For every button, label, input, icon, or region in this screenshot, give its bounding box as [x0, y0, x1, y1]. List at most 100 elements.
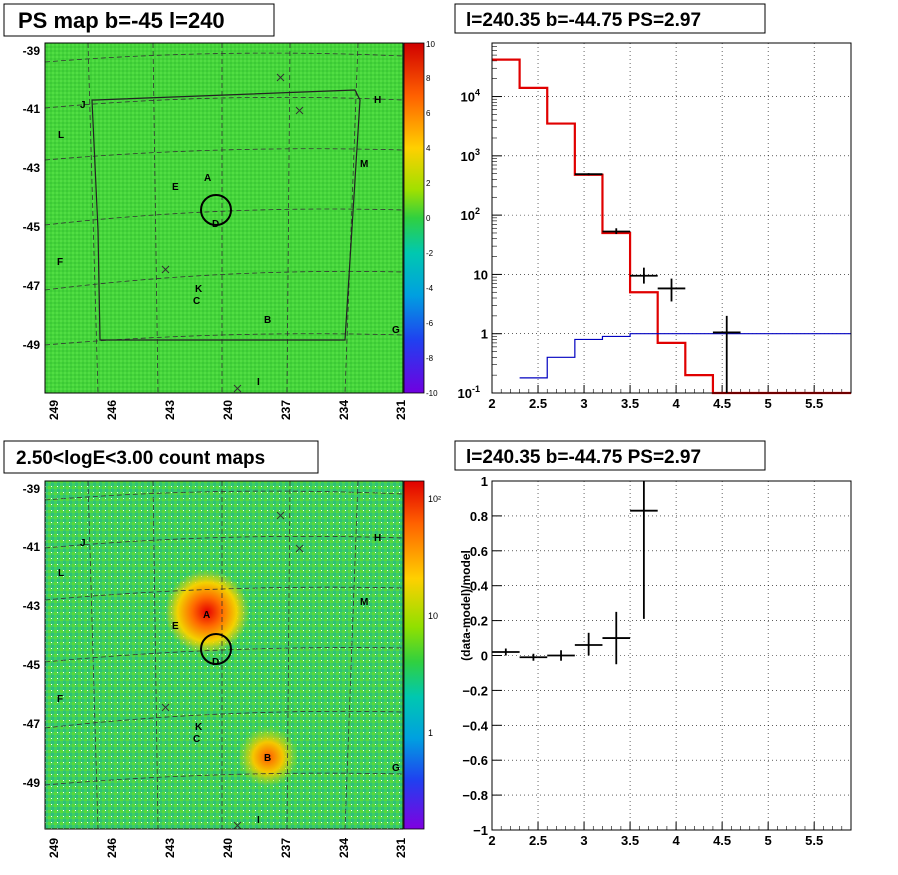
residual-title: l=240.35 b=-44.75 PS=2.97 [466, 447, 701, 468]
source-label-j: J [80, 100, 86, 111]
y-tick-label: −0.8 [462, 788, 488, 803]
ps-map-panel: PS map b=-45 l=240 J H L M E A D F K [3, 3, 438, 420]
count-map-xtick: 237 [279, 838, 293, 858]
residual-frame [491, 480, 852, 831]
residual-panel: l=240.35 b=-44.75 PS=2.97 2 2.5 3 3.5 4 4.5 5 5… [454, 440, 852, 848]
count-map-image [45, 481, 403, 829]
source-label-k: K [195, 722, 203, 733]
source-label-m: M [360, 597, 368, 608]
x-tick-label: 3.5 [621, 833, 639, 848]
count-map-xtick: 246 [105, 838, 119, 858]
colorbar-tick: 10 [428, 611, 438, 621]
colorbar-tick: 10² [428, 494, 441, 504]
ps-map-coord-grid [44, 42, 404, 394]
y-tick-label: −0.4 [462, 718, 488, 733]
colorbar-tick: 4 [426, 144, 431, 153]
ps-map-ytick: -49 [23, 338, 41, 352]
count-map-hotspot-b [238, 727, 298, 787]
ps-map-x-axis: 249 246 243 240 237 234 231 [47, 400, 408, 420]
colorbar-tick: 0 [426, 214, 431, 223]
ps-map-xtick: 234 [337, 400, 351, 420]
x-tick-label: 2 [488, 396, 495, 411]
ps-map-ytick: -41 [23, 102, 41, 116]
ps-map-title: PS map b=-45 l=240 [18, 8, 225, 33]
source-label-m: M [360, 159, 368, 170]
ps-map-frame [44, 42, 404, 394]
y-tick-label: 0.8 [470, 509, 488, 524]
ps-map-ytick: -43 [23, 161, 41, 175]
x-tick-label: 4.5 [713, 833, 731, 848]
ps-map-xtick: 237 [279, 400, 293, 420]
y-tick-label: −1 [473, 823, 488, 838]
source-label-k: K [195, 284, 203, 295]
source-label-f: F [57, 694, 63, 705]
count-map-colorbar-ticks: 10² 10 1 [428, 494, 441, 738]
y-tick-label: 0.6 [470, 544, 488, 559]
source-label-g: G [392, 763, 400, 774]
y-tick-label: 0.4 [470, 579, 489, 594]
y-tick-label: 0 [481, 649, 488, 664]
spectrum-title-box [454, 3, 766, 34]
source-label-f: F [57, 257, 63, 268]
count-map-xtick: 234 [337, 838, 351, 858]
spectrum-panel: l=240.35 b=-44.75 PS=2.97 2 2.5 3 3.5 4 4.5 5 5… [454, 3, 852, 411]
ps-map-source-labels: J H L M E A D F K C B G I [57, 95, 400, 388]
source-label-g: G [392, 325, 400, 336]
y-tick-label: 103 [461, 147, 480, 164]
spectrum-frame [491, 42, 852, 394]
ps-map-ytick: -39 [23, 44, 41, 58]
x-tick-label: 4 [672, 396, 680, 411]
count-map-ytick: -43 [23, 599, 41, 613]
ps-map-ytick: -47 [23, 279, 41, 293]
count-map-coord-grid [44, 480, 404, 830]
source-label-a: A [204, 173, 211, 184]
x-tick-label: 5.5 [805, 833, 823, 848]
colorbar-tick: -2 [426, 249, 434, 258]
ps-map-colorbar-ticks: 10 8 6 4 2 0 -2 -4 -6 -8 -10 [426, 40, 438, 398]
source-label-l: L [58, 568, 64, 579]
ps-map-title-box [3, 3, 275, 37]
count-map-title: 2.50<logE<3.00 count maps [16, 448, 265, 469]
x-tick-label: 3 [580, 396, 587, 411]
y-tick-label: 10-1 [458, 384, 480, 401]
source-label-l: L [58, 130, 64, 141]
source-label-h: H [374, 533, 381, 544]
source-label-d: D [212, 219, 219, 230]
count-map-source-labels: J H L M E A D F K C B G I [57, 533, 400, 826]
x-tick-label: 2.5 [529, 833, 547, 848]
count-map-hotspot-a [165, 570, 249, 654]
ps-map-ytick: -45 [23, 220, 41, 234]
count-map-ytick: -49 [23, 776, 41, 790]
y-tick-label: 1 [481, 327, 488, 342]
residual-y-axis-label: (data-model)/model [459, 550, 473, 661]
x-tick-label: 3.5 [621, 396, 639, 411]
ps-map-y-axis: -39 -41 -43 -45 -47 -49 [23, 44, 41, 352]
count-map-y-axis: -39 -41 -43 -45 -47 -49 [23, 482, 41, 790]
colorbar-tick: 6 [426, 109, 431, 118]
y-tick-label: 10 [474, 267, 488, 282]
residual-plot-background [492, 481, 851, 830]
count-map-xtick: 231 [394, 838, 408, 858]
source-label-c: C [193, 296, 200, 307]
count-map-cross-markers [161, 511, 304, 830]
residual-title-box [454, 440, 766, 471]
ps-map-xtick: 246 [105, 400, 119, 420]
ps-map-colorbar [403, 42, 425, 394]
colorbar-tick: -10 [426, 389, 438, 398]
count-map-ytick: -39 [23, 482, 41, 496]
colorbar-tick: -8 [426, 354, 434, 363]
colorbar-tick: 1 [428, 728, 433, 738]
model-source-step-line [519, 333, 851, 379]
y-tick-label: 0.2 [470, 614, 488, 629]
count-map-panel: 2.50<logE<3.00 count maps J H L M E A D [3, 440, 441, 858]
ps-map-xtick: 231 [394, 400, 408, 420]
source-label-b: B [264, 753, 271, 764]
x-tick-label: 5 [765, 833, 772, 848]
source-label-b: B [264, 315, 271, 326]
count-map-ytick: -41 [23, 540, 41, 554]
source-label-e: E [172, 182, 179, 193]
ps-map-region-outline [91, 89, 361, 341]
count-map-xtick: 243 [163, 838, 177, 858]
count-map-xtick: 240 [221, 838, 235, 858]
